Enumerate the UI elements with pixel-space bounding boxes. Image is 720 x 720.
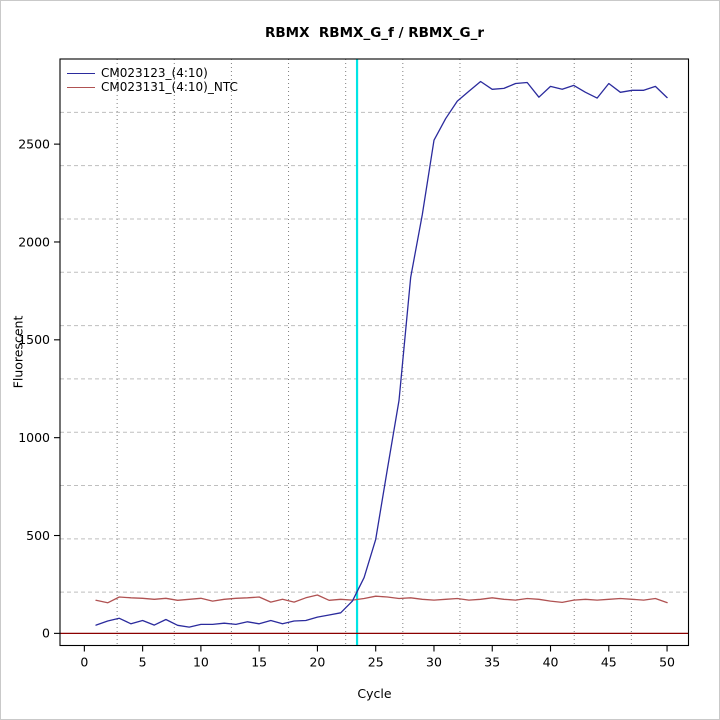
legend-label: CM023131_(4:10)_NTC bbox=[101, 79, 238, 94]
x-tick-label: 0 bbox=[80, 655, 88, 670]
plot-box bbox=[59, 58, 690, 647]
x-tick-label: 35 bbox=[484, 655, 500, 670]
series-line-ntc bbox=[95, 594, 668, 604]
x-tick-label: 25 bbox=[368, 655, 384, 670]
x-tick-label: 5 bbox=[139, 655, 147, 670]
y-tick-label: 2000 bbox=[18, 234, 50, 249]
x-tick-label: 10 bbox=[193, 655, 209, 670]
y-tick-label: 0 bbox=[42, 626, 50, 641]
chart-title: RBMX RBMX_G_f / RBMX_G_r bbox=[264, 25, 484, 41]
y-tick-label: 2500 bbox=[18, 136, 50, 151]
x-tick-label: 40 bbox=[543, 655, 559, 670]
x-tick-label: 20 bbox=[309, 655, 325, 670]
x-tick-label: 50 bbox=[659, 655, 675, 670]
y-tick-label: 500 bbox=[26, 528, 50, 543]
legend: CM023123_(4:10) CM023131_(4:10)_NTC bbox=[67, 66, 238, 95]
x-tick-label: 15 bbox=[251, 655, 267, 670]
legend-line-sample-icon bbox=[67, 73, 95, 75]
x-tick-label: 45 bbox=[601, 655, 617, 670]
x-tick-label: 30 bbox=[426, 655, 442, 670]
series-line-sample bbox=[95, 80, 668, 628]
y-axis-label: Fluorescent bbox=[10, 315, 26, 389]
legend-label: CM023123_(4:10) bbox=[101, 66, 208, 80]
x-axis-label: Cycle bbox=[357, 686, 392, 701]
legend-item: CM023123_(4:10) bbox=[67, 66, 238, 81]
y-tick-label: 1000 bbox=[18, 430, 50, 445]
y-tick-label: 1500 bbox=[18, 332, 50, 347]
legend-line-ntc-icon bbox=[67, 86, 95, 88]
legend-item: CM023131_(4:10)_NTC bbox=[67, 79, 238, 95]
